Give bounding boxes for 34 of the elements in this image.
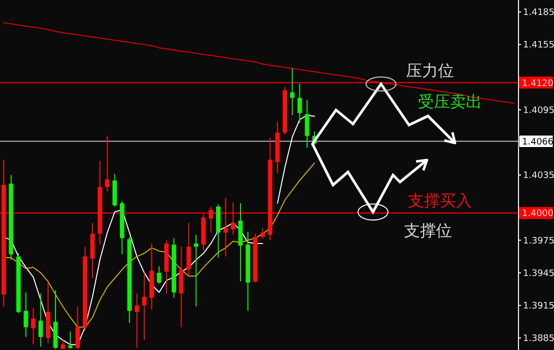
candlestick [290,68,295,116]
candlestick [194,234,198,308]
y-tick-label: 1.4185 [523,8,554,18]
y-tick-label: 1.3975 [523,236,554,246]
candlestick [186,222,191,278]
y-tick-label: 1.4095 [523,106,554,116]
ref-line-label: 1.4120 [522,78,554,89]
candlestick [24,292,28,338]
y-tick-label: 1.3885 [523,334,554,344]
candlestick [31,307,36,346]
y-tick-label: 1.3915 [523,302,554,312]
candlestick [68,331,73,350]
ref-line-label: 1.4066 [522,137,554,148]
candlestick [304,100,310,148]
annotation: 受压卖出 [418,92,482,111]
y-tick-label: 1.3945 [523,268,554,279]
annotation: 支撑买入 [408,191,472,210]
candlestick [105,135,110,192]
ref-line-label: 1.4000 [522,209,554,220]
candlestick [38,292,43,348]
candlestick [297,83,302,124]
y-tick-label: 1.4155 [523,40,554,51]
candlestick [230,202,236,236]
candlestick [208,206,214,234]
annotation: 压力位 [406,61,454,80]
candlestick [260,228,265,240]
y-tick-label: 1.4035 [523,171,554,182]
candlestick [142,272,147,341]
candlestick [134,292,140,348]
candlestick [179,246,184,328]
candlestick [223,197,228,258]
candlestick [156,266,162,284]
annotation: 支撑位 [404,221,452,240]
candlestick [75,306,80,350]
